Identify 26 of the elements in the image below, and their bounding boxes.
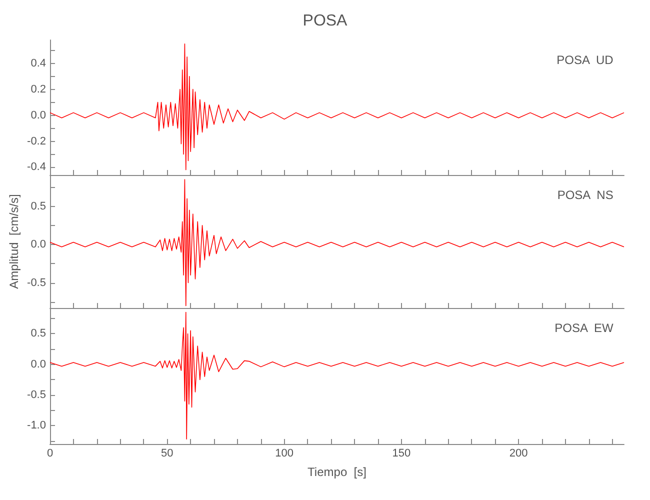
- line-series: [50, 312, 624, 440]
- y-tick-label: 0.4: [30, 57, 46, 70]
- x-tick-label: 150: [392, 448, 411, 460]
- x-tick-label: 0: [46, 448, 54, 460]
- annotation: POSA NS: [557, 188, 614, 202]
- annotation: POSA EW: [554, 321, 614, 335]
- x-axis-title: Tiempo [s]: [308, 465, 366, 479]
- annotation: POSA UD: [556, 53, 614, 67]
- x-tick-label: 100: [275, 448, 294, 460]
- x-tick-label: 50: [161, 448, 174, 460]
- y-tick-label: 0.0: [30, 109, 46, 122]
- line-series: [50, 43, 624, 170]
- y-tick-label: 0.0: [30, 358, 46, 370]
- y-tick-label: 0.5: [30, 328, 46, 340]
- y-tick-label: 0.5: [30, 200, 46, 212]
- y-axis-title: Amplitud [cm/s/s]: [7, 194, 21, 289]
- y-tick-label: -0.2: [27, 135, 46, 148]
- y-tick-label: 0.2: [30, 83, 46, 96]
- chart-title: POSA: [302, 12, 348, 30]
- x-tick-label: 200: [509, 448, 528, 460]
- y-tick-label: -1.0: [27, 420, 46, 432]
- y-tick-label: -0.4: [27, 161, 46, 174]
- y-tick-label: 0.0: [30, 238, 46, 251]
- line-series: [50, 179, 624, 306]
- y-tick-label: -0.5: [27, 276, 46, 289]
- y-tick-label: -0.5: [27, 388, 46, 401]
